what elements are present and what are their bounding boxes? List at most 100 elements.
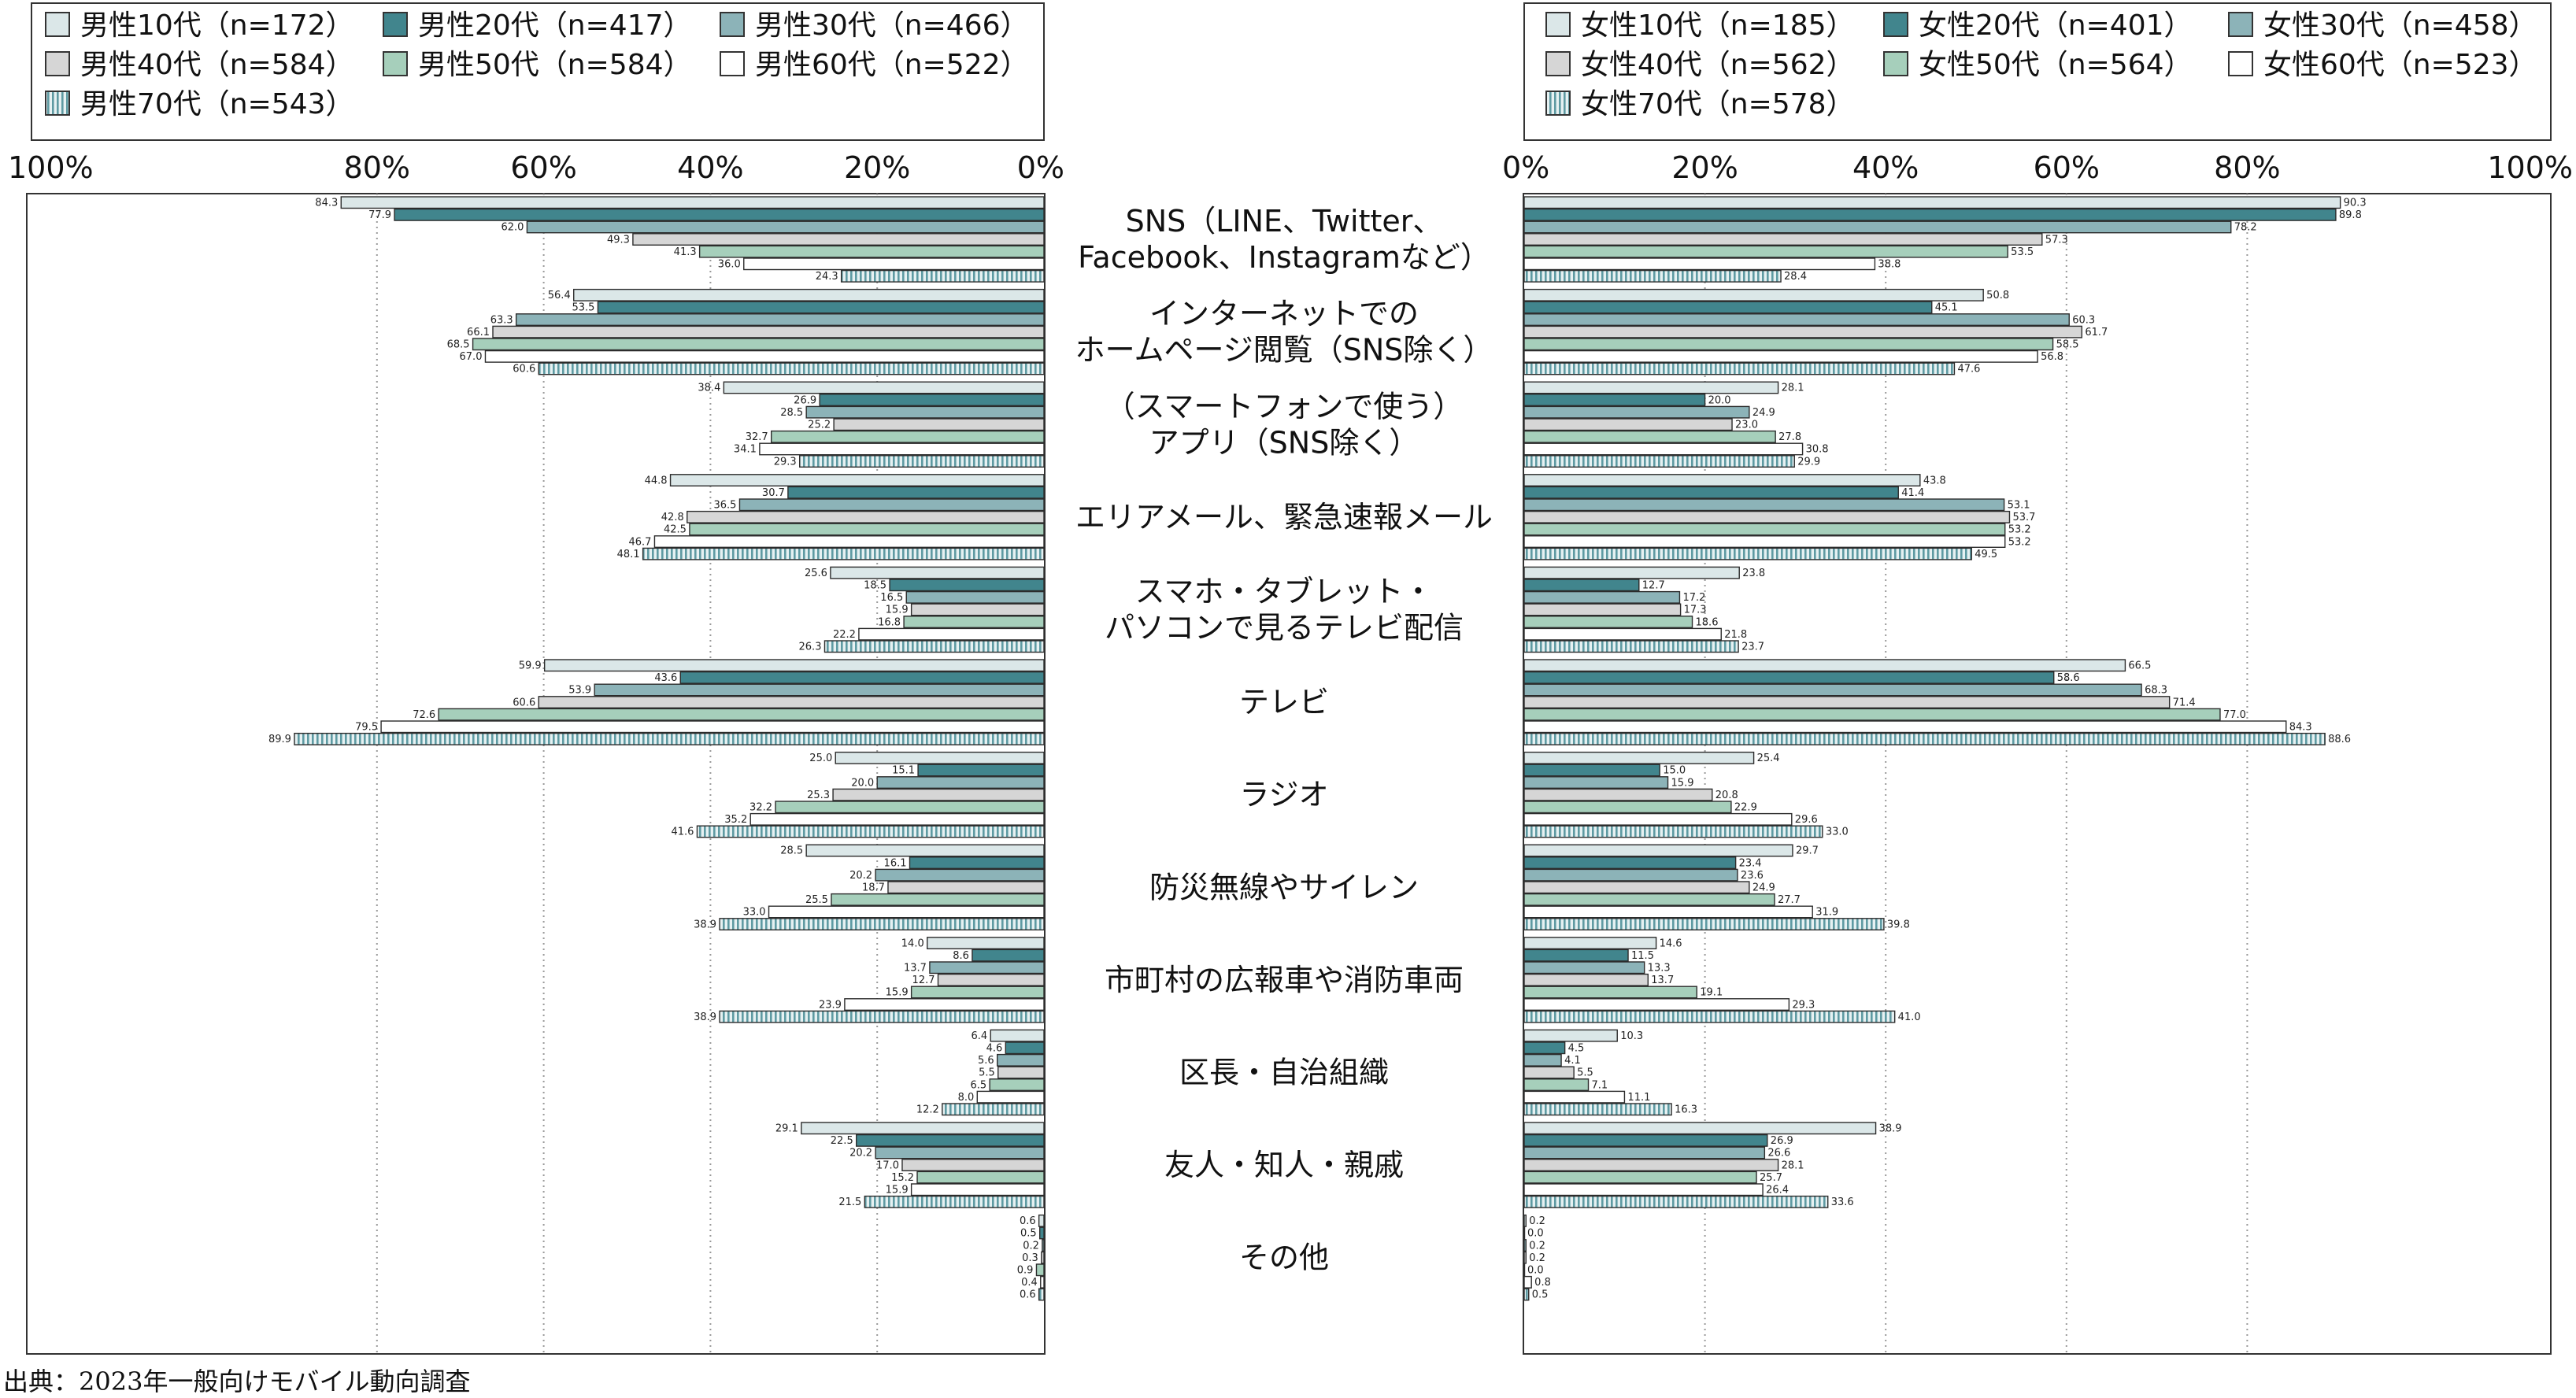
bar xyxy=(831,893,1045,906)
data-label: 77.9 xyxy=(368,209,391,221)
data-label: 6.5 xyxy=(970,1079,986,1091)
data-label: 11.5 xyxy=(1631,950,1654,962)
bar xyxy=(799,455,1045,468)
data-label: 25.3 xyxy=(807,790,830,801)
legend-swatch xyxy=(45,12,70,37)
bar xyxy=(830,566,1045,579)
legend-swatch xyxy=(45,51,70,76)
bar xyxy=(1523,732,2326,745)
category-label: ラジオ xyxy=(1239,778,1328,812)
bar xyxy=(805,405,1045,419)
bar xyxy=(1523,1226,1526,1240)
bar xyxy=(835,751,1045,764)
data-label: 27.8 xyxy=(1778,431,1801,443)
data-label: 16.3 xyxy=(1675,1104,1697,1116)
data-label: 25.2 xyxy=(808,420,831,431)
bar xyxy=(1523,881,1750,894)
legend-swatch xyxy=(2228,12,2253,37)
bar xyxy=(942,1103,1045,1116)
data-label: 30.8 xyxy=(1806,444,1829,456)
data-label: 10.3 xyxy=(1620,1030,1643,1042)
bar xyxy=(1523,486,1899,499)
bar xyxy=(642,547,1045,560)
data-label: 0.4 xyxy=(1021,1277,1038,1289)
bar xyxy=(597,301,1045,314)
data-label: 23.4 xyxy=(1739,857,1762,869)
bar xyxy=(1523,208,2337,221)
legend-frame xyxy=(31,2,1045,141)
bar xyxy=(937,973,1045,986)
bar xyxy=(538,362,1045,375)
bar xyxy=(1523,338,2054,351)
data-label: 26.4 xyxy=(1766,1185,1789,1196)
legend-label: 男性30代（n=466） xyxy=(755,9,1029,42)
bar xyxy=(1523,1090,1626,1104)
bar xyxy=(801,1122,1045,1135)
bar xyxy=(903,616,1045,628)
bar xyxy=(1523,1134,1768,1147)
legend-label: 男性60代（n=522） xyxy=(755,49,1029,81)
data-label: 0.2 xyxy=(1529,1240,1545,1252)
x-axis-left: 0% 20% 40% 60% 80% 100% xyxy=(8,150,1064,185)
data-label: 89.8 xyxy=(2339,209,2362,221)
plot-frame-female xyxy=(1523,193,2552,1355)
bar xyxy=(1523,1159,1779,1172)
bar xyxy=(698,245,1045,258)
data-label: 25.6 xyxy=(805,568,827,579)
category-label: 友人・知人・親戚 xyxy=(1164,1148,1404,1182)
data-label: 43.8 xyxy=(1923,475,1946,486)
bar xyxy=(1523,510,2011,523)
data-label: 5.5 xyxy=(1577,1067,1593,1079)
data-label: 6.4 xyxy=(972,1030,988,1042)
data-label: 16.8 xyxy=(878,616,901,628)
bar xyxy=(771,430,1045,443)
bar xyxy=(1523,1010,1896,1023)
category-label: 防災無線やサイレン xyxy=(1149,870,1419,904)
bar xyxy=(515,313,1045,326)
data-label: 24.9 xyxy=(1752,882,1775,894)
bar xyxy=(840,269,1045,283)
bar xyxy=(1040,1275,1045,1289)
category-label: SNS（LINE、Twitter、 Facebook、Instagramなど） xyxy=(1078,204,1490,275)
data-label: 15.9 xyxy=(886,987,909,999)
bar xyxy=(1523,1146,1766,1159)
legend-label: 女性40代（n=562） xyxy=(1581,49,1855,81)
bar xyxy=(858,627,1045,641)
data-label: 60.6 xyxy=(513,697,535,708)
bar xyxy=(832,788,1045,801)
x-axis-right: 0% 20% 40% 60% 80% 100% xyxy=(1502,150,2573,185)
bar xyxy=(887,881,1045,894)
data-label: 18.6 xyxy=(1696,616,1719,628)
bar xyxy=(1523,196,2341,209)
legend-label: 女性70代（n=578） xyxy=(1581,88,1855,120)
bar xyxy=(438,708,1045,721)
bar xyxy=(492,325,1045,338)
bar xyxy=(1523,696,2171,708)
bar xyxy=(1523,381,1779,394)
bar xyxy=(989,1078,1045,1092)
plot-frame-male xyxy=(26,193,1046,1355)
bar xyxy=(1523,844,1793,857)
data-label: 26.9 xyxy=(794,394,816,406)
data-label: 14.6 xyxy=(1660,938,1682,949)
bar xyxy=(719,918,1045,931)
data-label: 67.0 xyxy=(460,351,483,363)
bar xyxy=(1523,825,1823,838)
bar xyxy=(1523,547,1972,560)
legend-swatch xyxy=(45,91,70,116)
data-label: 25.7 xyxy=(1760,1172,1782,1184)
tick-label: 80% xyxy=(2214,150,2280,185)
data-label: 89.9 xyxy=(268,734,291,745)
data-label: 42.8 xyxy=(661,512,684,523)
data-label: 56.4 xyxy=(548,290,571,301)
category-label: その他 xyxy=(1239,1241,1329,1275)
data-label: 23.7 xyxy=(1741,642,1764,653)
legend-label: 女性10代（n=185） xyxy=(1581,9,1855,42)
data-label: 4.6 xyxy=(986,1043,1003,1055)
tick-label: 0% xyxy=(1502,150,1549,185)
data-label: 20.2 xyxy=(849,870,872,882)
data-label: 17.2 xyxy=(1682,592,1705,604)
data-label: 4.5 xyxy=(1568,1043,1585,1055)
legend-swatch xyxy=(2228,51,2253,76)
bar xyxy=(380,720,1045,734)
